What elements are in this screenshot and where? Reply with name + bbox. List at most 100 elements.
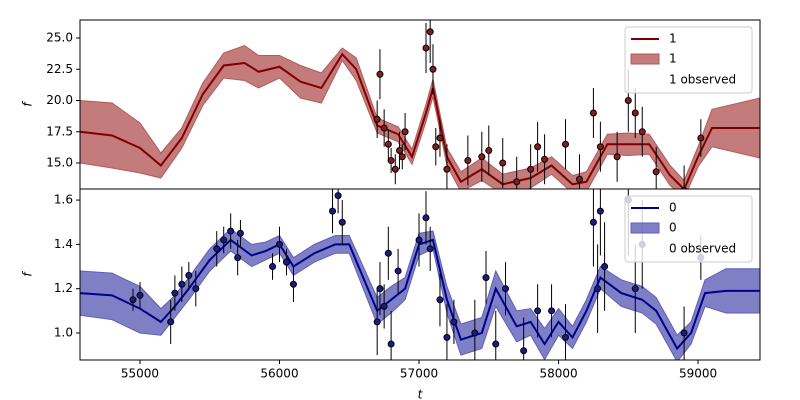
observed-point xyxy=(234,254,242,262)
x-axis-label: t xyxy=(418,388,424,400)
observed-point xyxy=(171,289,179,297)
observed-point xyxy=(499,159,507,167)
observed-point xyxy=(482,274,490,282)
observed-point xyxy=(638,128,646,136)
observed-point xyxy=(192,285,200,293)
observed-point xyxy=(167,318,175,326)
observed-point xyxy=(391,165,399,173)
legend-label: 1 xyxy=(669,52,677,66)
y-axis-label: f xyxy=(21,101,35,107)
observed-point xyxy=(631,109,639,117)
legend-patch xyxy=(630,222,660,234)
observed-point xyxy=(697,134,705,142)
y-tick-label: 20.0 xyxy=(46,93,73,107)
observed-point xyxy=(376,285,384,293)
observed-point xyxy=(520,347,528,355)
observed-point xyxy=(380,302,388,310)
observed-point xyxy=(213,245,221,253)
observed-point xyxy=(471,329,479,337)
observed-point xyxy=(415,236,423,244)
observed-point xyxy=(426,28,434,36)
axes-frame xyxy=(79,188,761,361)
observed-point xyxy=(329,207,337,215)
observed-point xyxy=(289,280,297,288)
x-tick-label: 58000 xyxy=(539,367,577,381)
x-tick-label: 55000 xyxy=(121,367,159,381)
observed-point xyxy=(373,318,381,326)
observed-point xyxy=(395,147,403,154)
observed-point xyxy=(185,271,193,279)
confidence-band xyxy=(80,44,760,189)
y-tick-label: 1.4 xyxy=(54,237,73,251)
y-tick-label: 1.0 xyxy=(54,325,73,339)
observed-point xyxy=(276,240,284,248)
observed-point xyxy=(575,175,583,183)
legend-box xyxy=(624,195,753,263)
observed-point xyxy=(594,285,602,293)
observed-point xyxy=(631,285,639,293)
legend-label: 0 xyxy=(669,221,677,235)
observed-point xyxy=(398,153,406,161)
observed-point xyxy=(527,165,535,173)
x-tick-label: 59000 xyxy=(679,367,717,381)
y-tick-label: 1.2 xyxy=(54,281,73,295)
observed-point xyxy=(443,165,451,173)
observed-point xyxy=(220,236,228,244)
y-tick-label: 1.6 xyxy=(54,193,73,207)
observed-point xyxy=(334,192,342,200)
observed-point xyxy=(236,229,244,237)
observed-point xyxy=(384,249,392,257)
y-tick-label: 25.0 xyxy=(46,31,73,45)
observed-point xyxy=(436,134,444,142)
legend-label: 1 xyxy=(669,32,677,46)
mean-line xyxy=(80,52,760,189)
observed-point xyxy=(380,124,388,132)
observed-point xyxy=(338,218,346,226)
observed-point xyxy=(624,97,632,104)
observed-point xyxy=(429,65,437,73)
observed-point xyxy=(534,307,542,315)
observed-point xyxy=(534,143,542,151)
observed-point xyxy=(129,296,137,304)
observed-point xyxy=(432,143,440,151)
observed-point xyxy=(513,178,521,186)
observed-point xyxy=(589,218,597,226)
observed-point xyxy=(562,333,570,341)
observed-point xyxy=(464,157,472,164)
observed-point xyxy=(269,263,277,271)
legend-patch xyxy=(630,53,660,65)
confidence-band xyxy=(80,228,760,360)
legend-label: 0 observed xyxy=(669,242,736,256)
observed-point xyxy=(680,329,688,337)
observed-point xyxy=(680,187,688,189)
y-axis-label: f xyxy=(21,271,35,277)
observed-point xyxy=(492,340,500,348)
observed-point xyxy=(401,128,409,136)
observed-point xyxy=(373,115,381,123)
observed-point xyxy=(282,258,290,266)
observed-point xyxy=(443,333,451,341)
x-tick-label: 57000 xyxy=(400,367,438,381)
legend-label: 1 observed xyxy=(669,73,736,87)
observed-point xyxy=(376,70,384,78)
observed-point xyxy=(485,147,493,154)
observed-point xyxy=(562,140,570,148)
observed-point xyxy=(589,109,597,117)
y-tick-label: 15.0 xyxy=(46,156,73,170)
plot-area xyxy=(80,189,760,360)
observed-point xyxy=(450,318,458,326)
plot-area xyxy=(80,20,760,189)
observed-point xyxy=(601,263,609,271)
observed-point xyxy=(596,143,604,151)
observed-point xyxy=(596,207,604,215)
observed-point xyxy=(136,291,144,299)
observed-point xyxy=(613,153,621,161)
observed-point xyxy=(387,340,395,348)
legend-box xyxy=(624,26,753,94)
legend-label: 0 xyxy=(669,201,677,215)
observed-point xyxy=(478,153,486,161)
observed-point xyxy=(541,155,549,163)
observed-point xyxy=(422,214,430,222)
observed-point xyxy=(502,285,510,293)
